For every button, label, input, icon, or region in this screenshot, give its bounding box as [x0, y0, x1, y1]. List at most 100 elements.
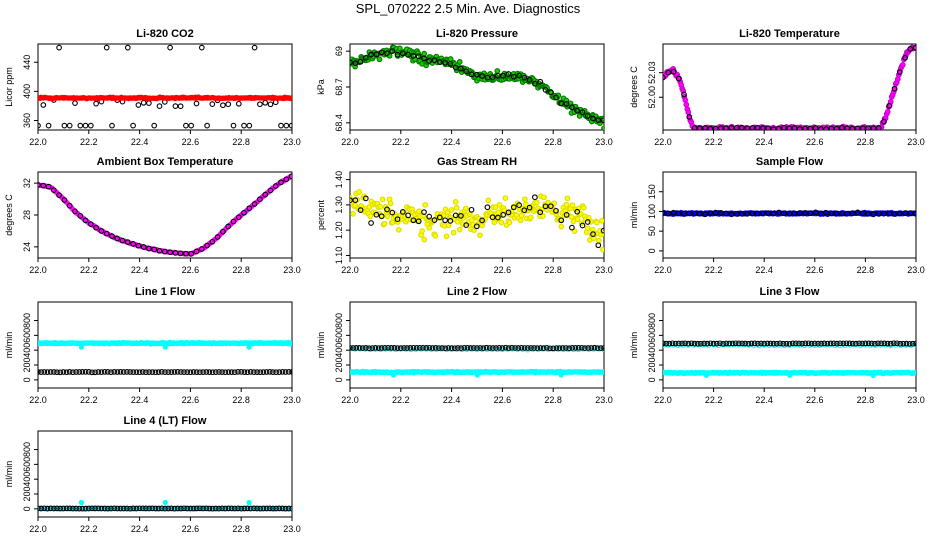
data-point — [860, 210, 866, 216]
x-tick-label: 22.6 — [806, 265, 824, 275]
data-point — [479, 217, 485, 224]
data-point — [710, 340, 717, 347]
data-point — [206, 369, 213, 375]
x-tick-label: 22.4 — [131, 137, 149, 147]
data-point — [79, 505, 86, 512]
data-point — [452, 64, 459, 71]
data-point — [429, 345, 436, 351]
chart-line4: Line 4 (LT) Flow ml/min 22.0 22.2 22.4 22.6 22… — [4, 415, 301, 534]
data-point — [899, 62, 906, 68]
chart-title: Line 2 Flow — [447, 286, 507, 298]
data-point — [865, 340, 872, 347]
y-axis-label: ml/min — [629, 332, 639, 359]
data-point — [72, 100, 78, 106]
data-point — [87, 122, 94, 129]
data-point — [713, 340, 720, 347]
data-point — [162, 499, 168, 506]
x-tick-label: 23.0 — [283, 137, 301, 147]
data-point — [686, 210, 693, 217]
data-point — [119, 237, 126, 244]
data-point — [187, 505, 194, 512]
data-point — [494, 68, 501, 74]
data-point — [477, 232, 483, 239]
data-point — [246, 205, 253, 212]
x-tick-label: 23.0 — [283, 524, 301, 534]
x-tick-label: 22.2 — [392, 265, 410, 275]
data-point — [553, 345, 560, 351]
data-point — [133, 505, 140, 512]
data-point — [796, 340, 802, 347]
chart-rh: Gas Stream RH percent 22.0 22.2 22.4 22.6 22.8… — [316, 156, 613, 275]
y-axis-label: ml/min — [4, 332, 14, 359]
y-tick-label: 600 — [647, 328, 657, 343]
data-point — [187, 369, 194, 376]
data-point — [458, 345, 464, 351]
plot-frame — [37, 43, 293, 131]
data-point — [685, 109, 692, 116]
y-tick-label: 800 — [647, 313, 657, 328]
data-point — [151, 246, 158, 253]
data-point — [728, 125, 735, 130]
data-point — [913, 340, 916, 347]
data-point — [257, 101, 263, 108]
x-tick-label: 22.2 — [392, 395, 410, 405]
data-point — [63, 369, 70, 376]
y-axis-label: percent — [316, 199, 326, 230]
x-tick-label: 22.6 — [494, 137, 512, 147]
data-point — [61, 197, 68, 203]
data-point — [238, 369, 245, 375]
data-point — [881, 210, 887, 217]
series-cyan — [38, 339, 292, 350]
data-point — [423, 345, 430, 351]
data-point — [672, 340, 679, 347]
x-tick-label: 22.8 — [232, 137, 250, 147]
data-point — [773, 340, 780, 347]
y-tick-label: 0 — [647, 377, 657, 382]
data-point — [521, 207, 528, 214]
data-point — [542, 203, 549, 210]
data-point — [812, 209, 819, 216]
data-point — [681, 91, 687, 98]
y-axis-label: degrees C — [4, 194, 14, 236]
data-point — [251, 505, 257, 512]
data-point — [526, 204, 533, 211]
data-point — [556, 345, 563, 351]
data-point — [92, 369, 98, 376]
data-point — [594, 345, 601, 351]
data-point — [79, 369, 86, 375]
chart-title: Gas Stream RH — [437, 156, 517, 168]
data-point — [241, 505, 248, 512]
data-point — [384, 206, 390, 213]
data-point — [387, 200, 394, 207]
data-point — [212, 369, 219, 375]
data-point — [516, 72, 522, 79]
data-point — [467, 211, 473, 218]
data-point — [521, 74, 528, 81]
data-point — [597, 345, 604, 351]
data-point — [350, 211, 356, 217]
data-point — [283, 176, 290, 183]
data-point — [470, 345, 477, 351]
data-point — [410, 344, 417, 351]
data-point — [413, 344, 420, 351]
y-tick-label: 100 — [647, 204, 657, 219]
y-tick-label: 360 — [22, 113, 32, 128]
data-point — [183, 250, 189, 257]
plot-area — [350, 344, 604, 378]
x-tick-label: 22.8 — [857, 265, 875, 275]
x-tick-label: 22.0 — [341, 137, 359, 147]
data-point — [907, 46, 914, 52]
data-point — [209, 238, 216, 245]
y-tick-label: 150 — [647, 184, 657, 199]
x-tick-label: 22.6 — [182, 524, 200, 534]
data-point — [547, 345, 553, 352]
data-point — [781, 124, 787, 130]
data-point — [373, 51, 380, 58]
data-point — [352, 197, 359, 204]
data-point — [108, 369, 114, 376]
data-point — [744, 210, 751, 217]
series-black — [350, 344, 604, 352]
data-point — [467, 345, 474, 351]
data-point — [528, 345, 534, 351]
series-black — [663, 44, 916, 130]
